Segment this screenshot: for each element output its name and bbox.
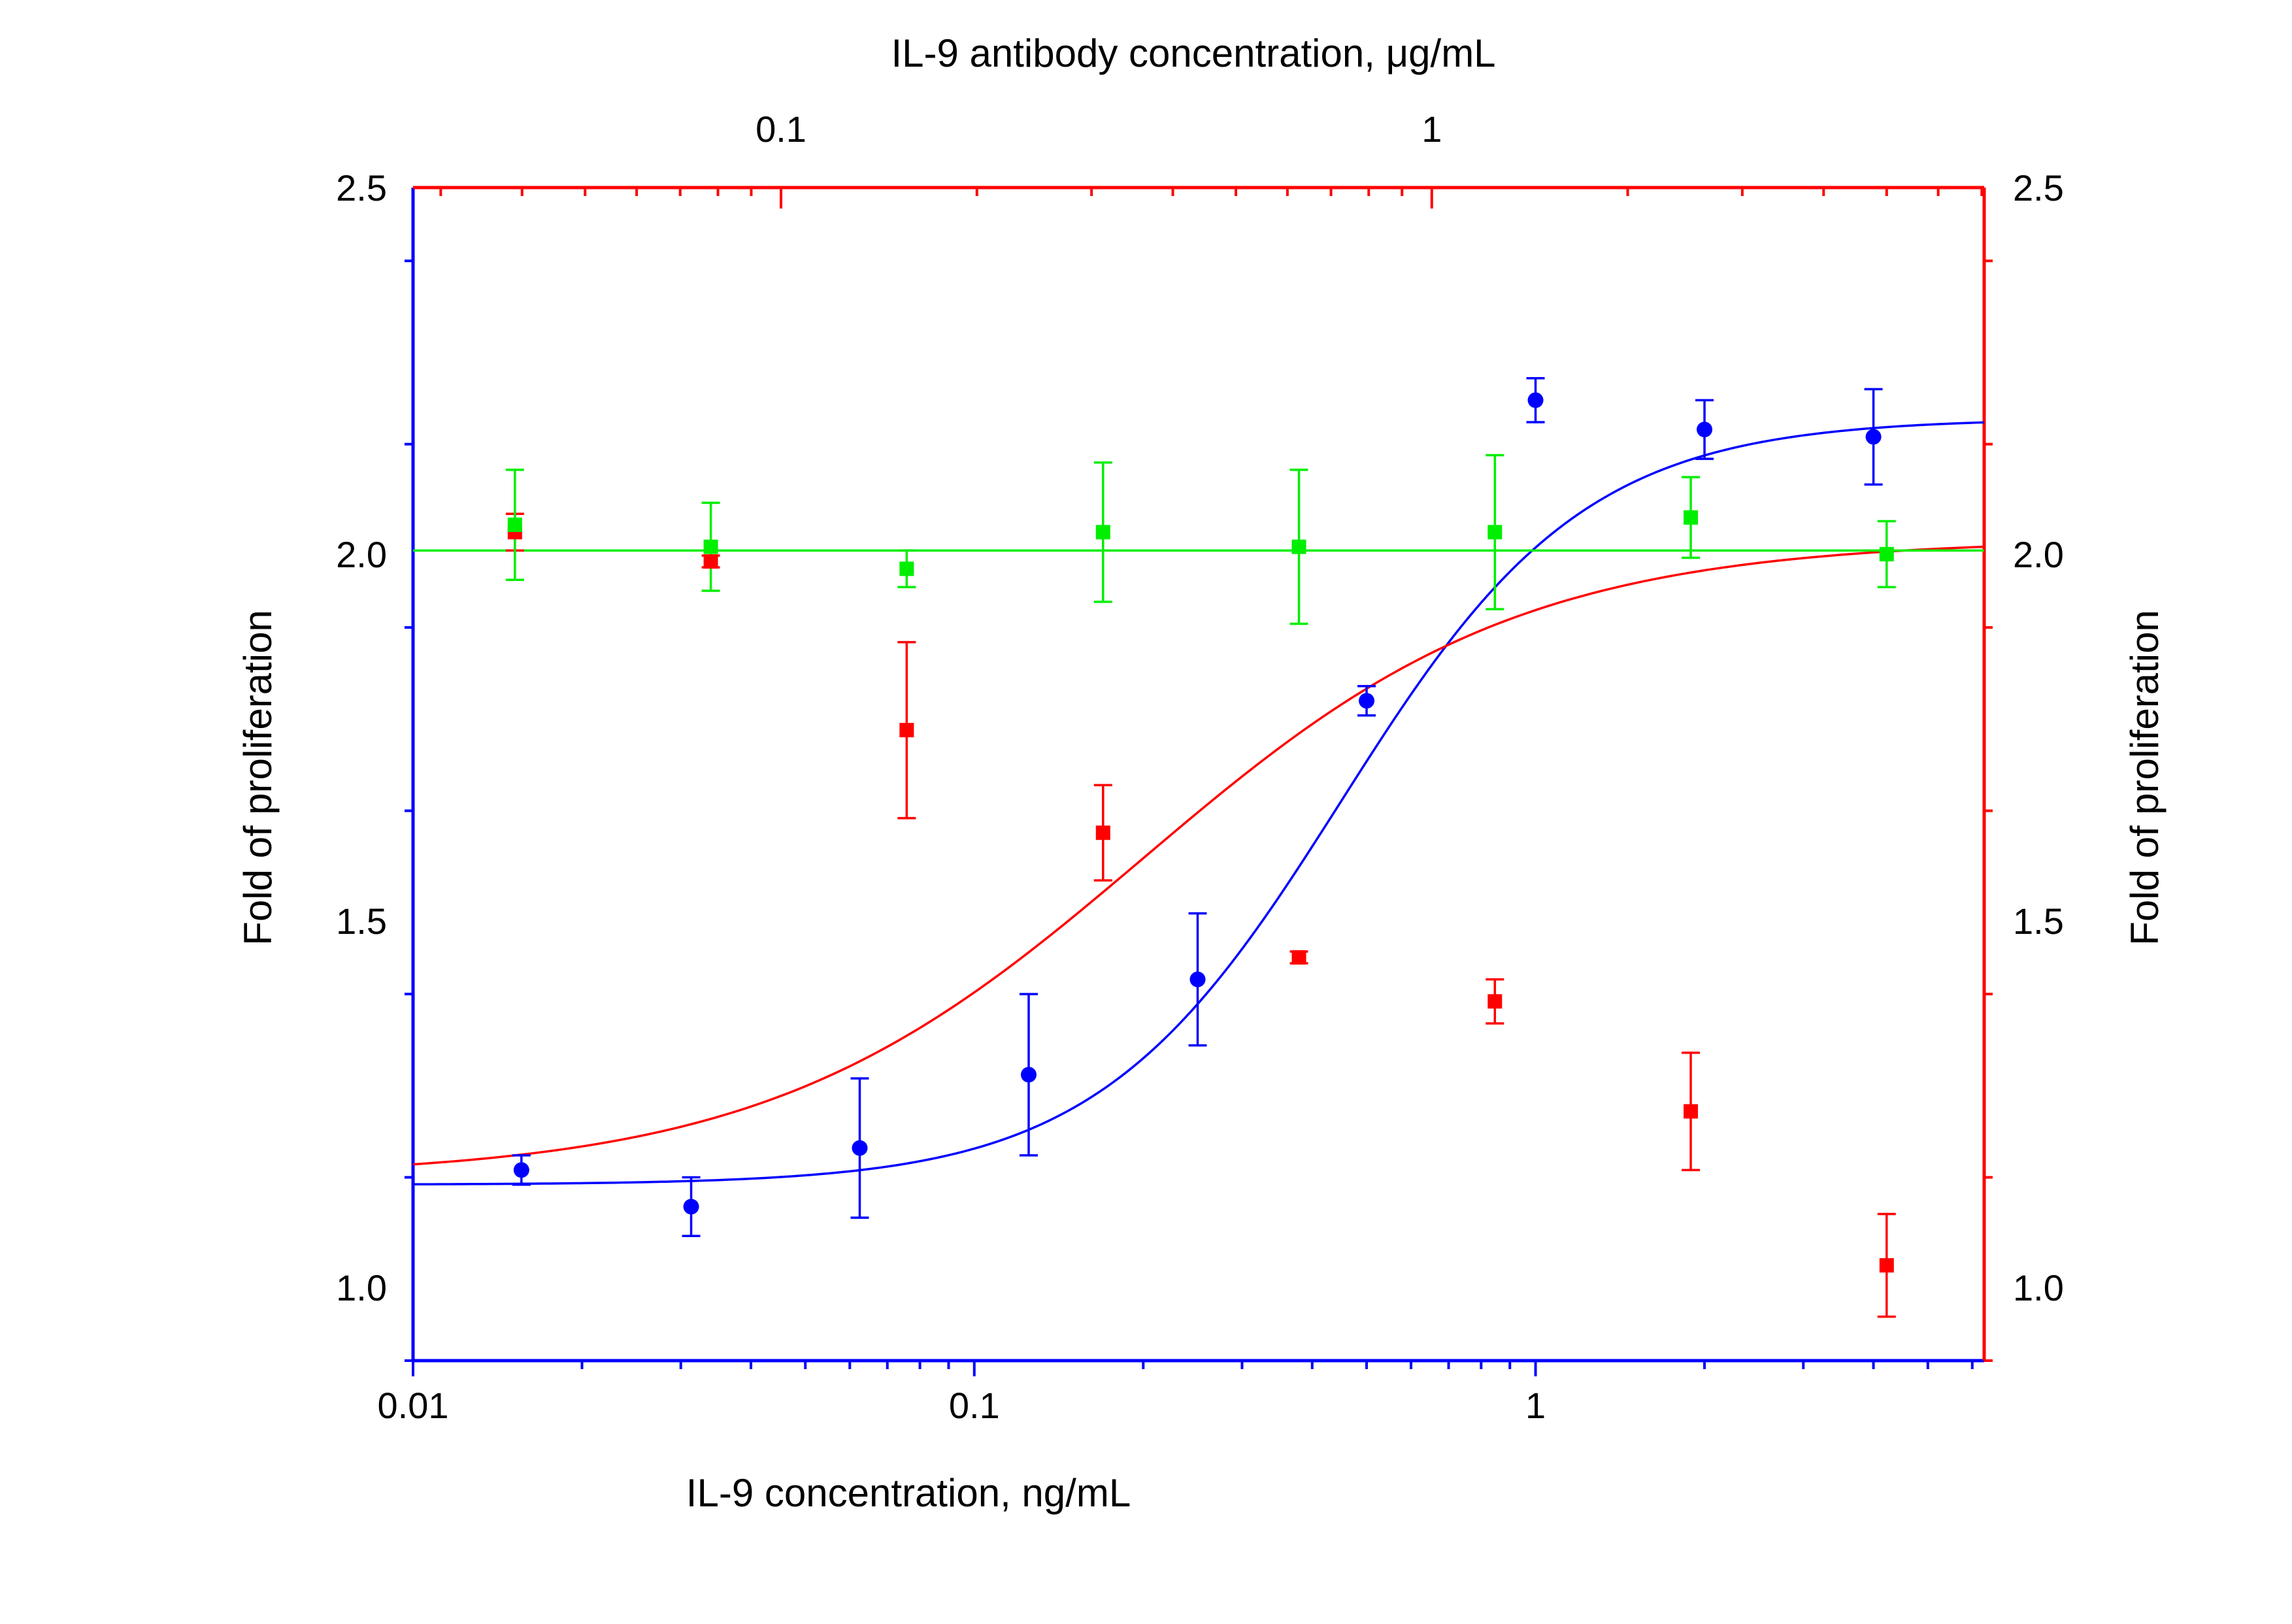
data-point-square [1487,994,1503,1009]
data-point-square [899,561,914,576]
data-point-square [1291,539,1306,554]
axes-group [405,186,1993,1376]
data-points-group [507,392,1894,1273]
tick-labels-group: 0.01 0.1 1 0.1 1 1.0 1.5 2.0 2.5 1.0 1.5 2.0 2.5 [336,108,2064,1426]
y-right-tick-label: 2.5 [2013,167,2064,208]
data-point-circle [1527,392,1544,408]
fit-curves-group [412,421,1985,1185]
data-point-circle [513,1162,529,1178]
x-bottom-tick-label: 0.1 [949,1385,1000,1426]
y-right-tick-label: 2.0 [2013,534,2064,575]
x-top-tick-label: 0.1 [756,108,806,150]
data-point-circle [1697,422,1713,438]
x-bottom-axis-title: IL-9 concentration, ng/mL [686,1471,1131,1515]
y-left-axis-title: Fold of proliferation [236,610,280,946]
data-point-circle [1020,1067,1037,1083]
y-right-tick-label: 1.0 [2013,1267,2064,1308]
data-point-circle [1189,971,1206,987]
y-right-tick-label: 1.5 [2013,901,2064,942]
fit-curve-series-1 [412,421,1985,1185]
data-point-circle [852,1140,868,1156]
data-point-square [703,539,718,554]
data-point-square [1879,1258,1894,1273]
y-left-tick-label: 2.0 [336,534,387,575]
fit-curve-series-2 [412,545,1985,1166]
data-point-square [1291,950,1306,965]
x-top-tick-label: 1 [1421,108,1442,150]
y-left-tick-label: 1.0 [336,1267,387,1308]
x-top-axis-title: IL-9 antibody concentration, μg/mL [891,31,1495,75]
y-right-axis-title: Fold of proliferation [2123,610,2167,946]
data-point-square [1095,825,1110,840]
data-point-square [1879,546,1894,561]
data-point-square [1684,1104,1699,1119]
data-point-square [703,554,718,569]
x-bottom-tick-label: 0.01 [378,1385,449,1426]
data-point-circle [1359,693,1375,709]
x-bottom-tick-label: 1 [1525,1385,1546,1426]
y-left-tick-label: 2.5 [336,167,387,208]
y-left-tick-label: 1.5 [336,901,387,942]
data-point-circle [1865,429,1882,445]
data-point-circle [683,1199,699,1215]
data-point-square [507,518,522,533]
data-point-square [1684,510,1699,525]
data-point-square [1095,525,1110,540]
data-point-square [899,723,914,738]
data-point-square [1487,525,1503,540]
